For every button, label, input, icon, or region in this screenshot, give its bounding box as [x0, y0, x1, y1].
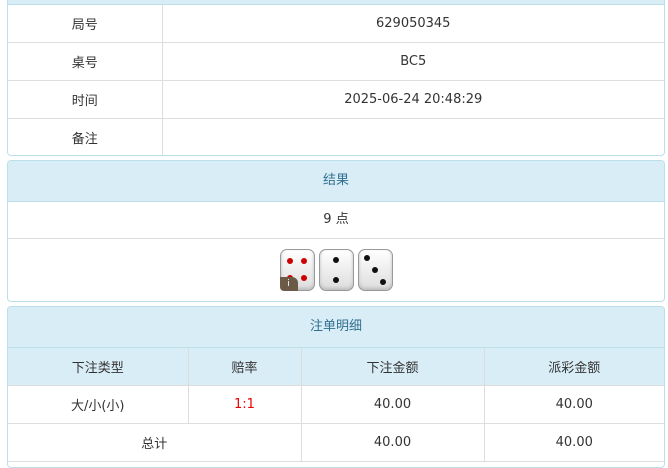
column-header: 下注金额 — [300, 348, 485, 386]
table-header: 下注类型 赔率 下注金额 派彩金额 — [8, 348, 664, 386]
total-label: 总计 — [8, 423, 302, 462]
die-4: i — [279, 248, 315, 291]
die-pip — [372, 266, 378, 273]
die-pip — [333, 256, 339, 263]
die-pip — [286, 257, 293, 264]
table-number: BC5 — [161, 42, 664, 81]
info-icon[interactable]: i — [279, 276, 298, 291]
round-number: 629050345 — [161, 5, 664, 43]
column-header: 赔率 — [187, 348, 302, 386]
total-amount: 40.00 — [300, 423, 485, 462]
table-row: 大/小(小) 1:1 40.00 40.00 — [8, 385, 664, 424]
label: 时间 — [8, 80, 163, 119]
die-pip — [380, 278, 387, 285]
table-row: 备注 — [8, 118, 664, 155]
time: 2025-06-24 20:48:29 — [161, 80, 664, 119]
die-pip — [301, 275, 308, 282]
die-pip — [333, 276, 339, 283]
table-row: 局号 629050345 — [8, 5, 664, 43]
bets-panel: 注单明细 下注类型 赔率 下注金额 派彩金额 大/小(小) 1:1 40.00 … — [7, 306, 665, 468]
result-title: 结果 — [8, 161, 664, 202]
remark — [161, 118, 664, 155]
die-3 — [357, 248, 393, 291]
total-row: 总计 40.00 40.00 — [8, 423, 664, 462]
total-payout: 40.00 — [483, 423, 664, 462]
label: 桌号 — [8, 42, 163, 81]
table-row: 桌号 BC5 — [8, 42, 664, 81]
dice-row: i — [8, 239, 664, 300]
bet-type: 大/小(小) — [8, 385, 189, 424]
result-points: 9 点 — [8, 202, 664, 239]
column-header: 下注类型 — [8, 348, 189, 386]
odds: 1:1 — [187, 385, 302, 424]
table-row: 时间 2025-06-24 20:48:29 — [8, 80, 664, 119]
label: 备注 — [8, 118, 163, 155]
die-2 — [318, 248, 354, 291]
die-pip — [301, 257, 308, 264]
bet-amount: 40.00 — [300, 385, 485, 424]
payout-amount: 40.00 — [483, 385, 664, 424]
info-panel: 局号 629050345 桌号 BC5 时间 2025-06-24 20:48:29 … — [7, 0, 665, 156]
label: 局号 — [8, 5, 163, 43]
bets-title: 注单明细 — [8, 307, 664, 348]
result-panel: 结果 9 点 i — [7, 160, 665, 302]
die-pip — [363, 254, 370, 261]
column-header: 派彩金额 — [483, 348, 664, 386]
